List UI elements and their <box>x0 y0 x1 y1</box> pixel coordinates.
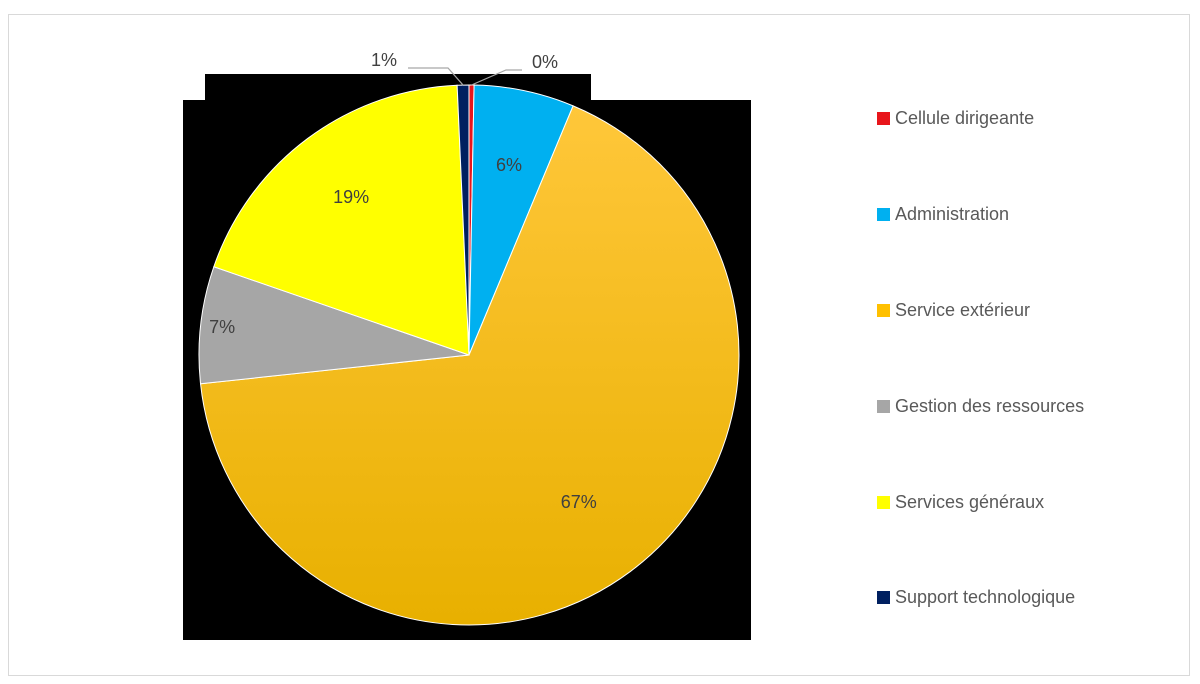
data-label-services-generaux: 19% <box>333 187 369 207</box>
leader-line-cellule-dirigeante <box>471 69 522 86</box>
legend-swatch <box>877 207 890 221</box>
legend-swatch <box>877 111 890 125</box>
pie-slice-services-generaux <box>213 84 470 356</box>
leader-line-support-technologique <box>408 67 464 86</box>
legend-label: Services généraux <box>895 491 1045 512</box>
legend-item-gestion-des-ressources: Gestion des ressources <box>877 394 1084 418</box>
legend-label: Cellule dirigeante <box>895 107 1035 128</box>
legend-swatch <box>877 399 890 413</box>
legend-item-cellule-dirigeante: Cellule dirigeante <box>877 106 1034 130</box>
data-label-cellule-dirigeante: 0% <box>532 52 558 72</box>
legend-label: Administration <box>895 203 1010 224</box>
legend-label: Gestion des ressources <box>895 395 1085 416</box>
data-label-administration: 6% <box>496 155 522 175</box>
legend-swatch <box>877 303 890 317</box>
pie-slice-gestion-des-ressources <box>198 266 470 385</box>
data-label-support-technologique: 1% <box>371 50 397 70</box>
legend-swatch <box>877 495 890 509</box>
legend-item-support-technologique: Support technologique <box>877 585 1075 609</box>
pie-slice-support-technologique <box>456 84 470 356</box>
data-label-service-exterieur: 67% <box>561 492 597 512</box>
legend-item-service-exterieur: Service extérieur <box>877 298 1030 322</box>
legend-swatch <box>877 590 890 604</box>
legend-item-administration: Administration <box>877 202 1009 226</box>
pie-slice-service-exterieur <box>199 105 740 626</box>
legend-label: Service extérieur <box>895 299 1031 320</box>
data-label-gestion-des-ressources: 7% <box>209 317 235 337</box>
legend-item-services-generaux: Services généraux <box>877 490 1044 514</box>
legend-label: Support technologique <box>895 586 1076 607</box>
